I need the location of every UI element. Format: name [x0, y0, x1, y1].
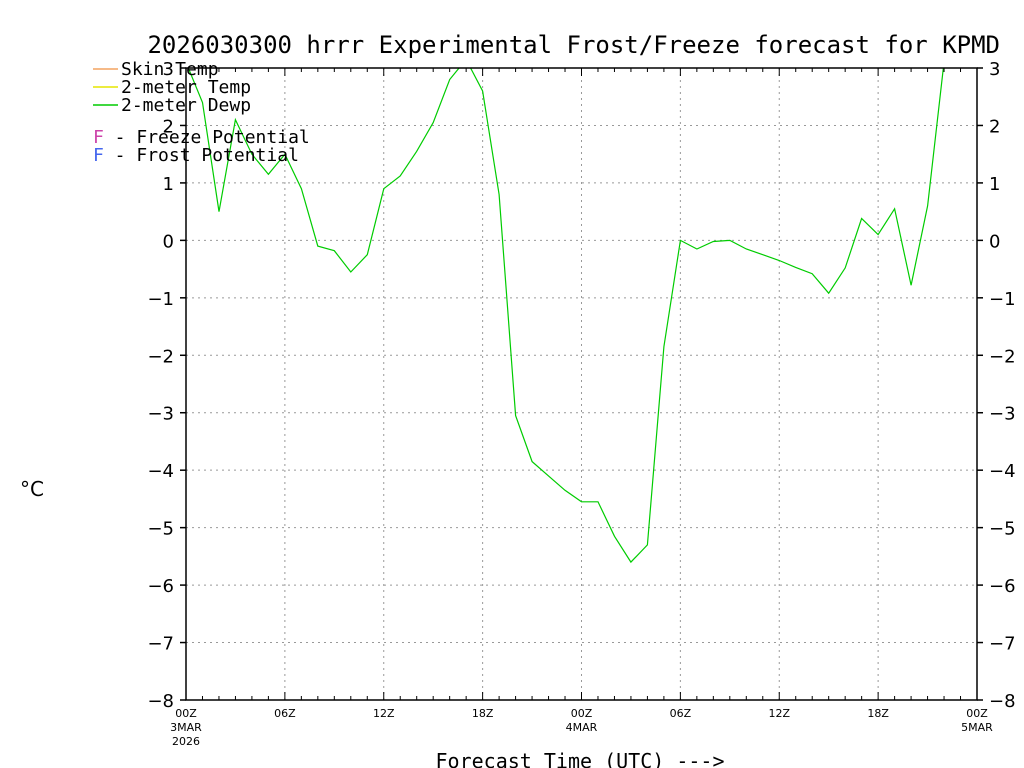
y-axis-label: °C — [20, 477, 44, 501]
x-tick-date-label: 4MAR — [566, 721, 598, 734]
y-tick-label-left: −2 — [147, 346, 174, 367]
legend-label: 2-meter Dewp — [121, 95, 251, 116]
x-tick-label: 06Z — [274, 707, 296, 720]
x-axis-label: Forecast Time (UTC) ---> — [436, 749, 725, 768]
chart-title: 2026030300 hrrr Experimental Frost/Freez… — [147, 31, 1000, 59]
y-tick-label-right: 2 — [989, 116, 1000, 137]
y-tick-label-left: −8 — [147, 691, 174, 712]
grid — [186, 68, 977, 700]
x-tick-label: 00Z — [175, 707, 197, 720]
legend-potential-letter: F — [93, 145, 104, 166]
x-tick-date-label: 5MAR — [961, 721, 993, 734]
x-tick-year-label: 2026 — [172, 735, 200, 748]
legend-label: Skin Temp — [121, 59, 219, 80]
legend-potential-entry: F - Frost Potential — [93, 145, 299, 166]
legend-potential-text: - Freeze Potential — [104, 127, 310, 148]
y-tick-label-right: 3 — [989, 59, 1000, 80]
y-tick-label-left: 2 — [163, 116, 174, 137]
x-tick-label: 06Z — [670, 707, 692, 720]
x-tick-label: 12Z — [768, 707, 790, 720]
y-tick-label-right: −3 — [989, 404, 1016, 425]
series-line-2-meter-dewp — [187, 68, 944, 564]
y-tick-label-right: −4 — [989, 461, 1016, 482]
plot-frame — [185, 67, 978, 701]
x-tick-label: 18Z — [472, 707, 494, 720]
legend-label: 2-meter Temp — [121, 77, 251, 98]
legend-potential-entry: F - Freeze Potential — [93, 127, 310, 148]
y-tick-labels: 3 3 2 2 1 1 0 0 −1 −1 −2 −2 −3 −3 −4 −4 −5 −5 −6 −6 −7 −7 −8 −8 — [147, 59, 1015, 712]
y-tick-label-left: 0 — [163, 231, 174, 252]
y-tick-label-right: −2 — [989, 346, 1016, 367]
y-tick-label-right: 1 — [989, 174, 1000, 195]
y-tick-label-left: −3 — [147, 404, 174, 425]
legend-potential-letter: F — [93, 127, 104, 148]
y-tick-label-right: −5 — [989, 519, 1016, 540]
y-tick-label-right: −6 — [989, 576, 1016, 597]
y-tick-label-right: −7 — [989, 634, 1016, 655]
y-tick-label-left: −5 — [147, 519, 174, 540]
x-tick-label: 18Z — [867, 707, 889, 720]
x-tick-label: 00Z — [571, 707, 593, 720]
y-tick-label-left: −4 — [147, 461, 174, 482]
y-tick-label-left: 3 — [163, 59, 174, 80]
x-tick-label: 12Z — [373, 707, 395, 720]
y-tick-label-left: −6 — [147, 576, 174, 597]
axis-ticks — [180, 67, 983, 701]
series-layer — [187, 68, 944, 564]
legend-potential-text: - Frost Potential — [104, 145, 299, 166]
y-tick-label-right: 0 — [989, 231, 1000, 252]
x-tick-label: 00Z — [966, 707, 988, 720]
y-tick-label-right: −1 — [989, 289, 1016, 310]
x-tick-date-label: 3MAR — [170, 721, 202, 734]
y-tick-label-right: −8 — [989, 691, 1016, 712]
y-tick-label-left: −7 — [147, 634, 174, 655]
y-tick-label-left: 1 — [163, 174, 174, 195]
y-tick-label-left: −1 — [147, 289, 174, 310]
